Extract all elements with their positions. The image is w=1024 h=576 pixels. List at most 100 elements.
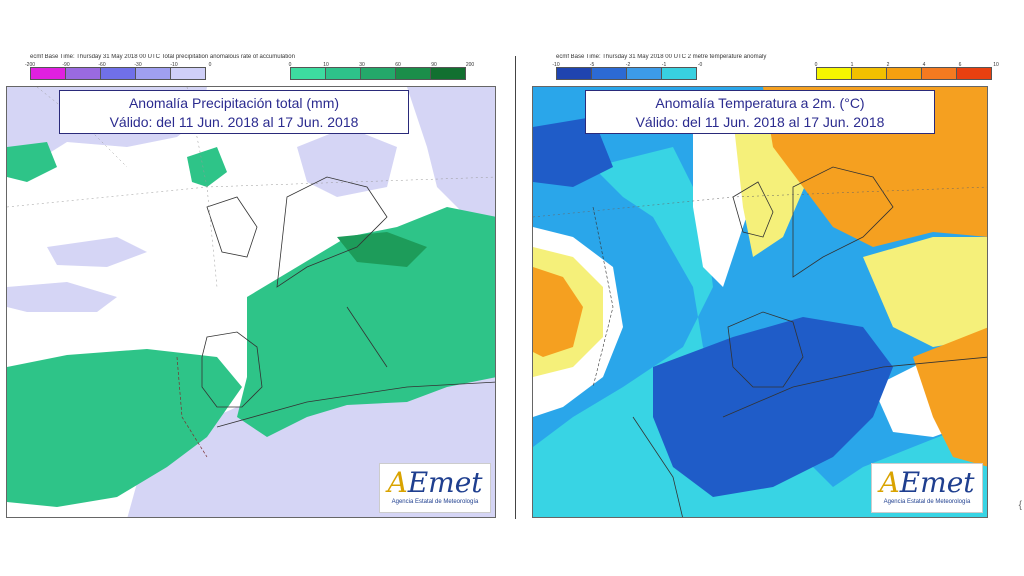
temperature-map-svg	[533, 87, 987, 517]
contour-line	[592, 206, 614, 388]
graticule-line	[7, 176, 495, 208]
tick-label: -0	[697, 62, 703, 68]
tick-label: 1	[850, 62, 854, 68]
temp-positive-colorbar	[816, 67, 992, 80]
tick-label: 0	[208, 62, 212, 68]
coastline-west-africa	[632, 416, 683, 517]
cool-anomaly-area	[533, 147, 987, 517]
precipitation-header: ecmf Base Time: Thursday 31 May 2018 00 …	[30, 54, 295, 60]
coastline-iberia	[201, 331, 263, 408]
coastline-iberia	[727, 311, 804, 388]
aemet-logo: AEmet Agencia Estatal de Meteorología	[871, 463, 983, 513]
contour-line	[176, 356, 208, 458]
colorbar-cell	[395, 67, 431, 80]
tick-label: -10	[170, 62, 178, 68]
precipitation-panel: ecmf Base Time: Thursday 31 May 2018 00 …	[6, 52, 496, 522]
temperature-validity: Válido: del 11 Jun. 2018 al 17 Jun. 2018	[635, 114, 885, 130]
hot-anomaly-area	[533, 267, 583, 357]
colorbar-cell	[851, 67, 887, 80]
negative-anomaly-area	[47, 237, 147, 267]
graticule-line	[36, 87, 128, 168]
tick-label: 6	[958, 62, 962, 68]
tick-label: 90	[431, 62, 437, 68]
negative-anomaly-area	[7, 282, 117, 312]
tick-label: -1	[661, 62, 667, 68]
temp-pos-ticks: 0 1 2 4 6 10	[814, 62, 999, 68]
colorbar-cell	[591, 67, 627, 80]
temperature-map: Anomalía Temperatura a 2m. (°C) Válido: …	[532, 86, 988, 518]
colorbar-cell	[921, 67, 957, 80]
warm-anomaly-area	[863, 237, 987, 347]
corner-mark: {	[1018, 500, 1022, 511]
positive-anomaly-area	[7, 142, 57, 182]
colorbar-cell	[30, 67, 66, 80]
aemet-logo-subtitle: Agencia Estatal de Meteorología	[391, 499, 479, 505]
colorbar-cell	[661, 67, 697, 80]
positive-anomaly-area	[237, 207, 495, 437]
temperature-title-box: Anomalía Temperatura a 2m. (°C) Válido: …	[585, 90, 935, 134]
colorbar-cell	[65, 67, 101, 80]
aemet-logo-mark: AEmet	[879, 466, 975, 499]
colorbar-cell	[886, 67, 922, 80]
precip-negative-colorbar	[30, 67, 206, 80]
tick-label: 30	[359, 62, 365, 68]
colorbar-cell	[325, 67, 361, 80]
tick-label: -30	[134, 62, 142, 68]
colorbar-cell	[100, 67, 136, 80]
positive-anomaly-area	[187, 147, 227, 187]
tick-label: 0	[288, 62, 292, 68]
tick-label: 10	[323, 62, 329, 68]
aemet-logo: AEmet Agencia Estatal de Meteorología	[379, 463, 491, 513]
cold-anomaly-core	[653, 317, 893, 497]
tick-label: -200	[24, 62, 36, 68]
precip-positive-colorbar	[290, 67, 466, 80]
colorbar-cell	[956, 67, 992, 80]
aemet-logo-subtitle: Agencia Estatal de Meteorología	[883, 499, 971, 505]
tick-label: -10	[552, 62, 560, 68]
coastline-africa	[722, 356, 987, 418]
temperature-panel: ecmf Base Time: Thursday 31 May 2018 00 …	[532, 52, 1022, 522]
precipitation-validity: Válido: del 11 Jun. 2018 al 17 Jun. 2018	[109, 114, 359, 130]
coastline-britain	[732, 181, 774, 238]
panel-divider	[515, 56, 516, 519]
precip-neg-ticks: -200 -90 -60 -30 -10 0	[25, 62, 212, 68]
coastline-italy	[346, 306, 388, 368]
colorbar-cell	[135, 67, 171, 80]
temperature-header: ecmf Base Time: Thursday 31 May 2018 00 …	[556, 54, 767, 60]
colorbar-cell	[430, 67, 466, 80]
precipitation-title-box: Anomalía Precipitación total (mm) Válido…	[59, 90, 409, 134]
precipitation-map-svg	[7, 87, 495, 517]
tick-label: 200	[465, 62, 475, 68]
colorbar-cell	[290, 67, 326, 80]
precipitation-title: Anomalía Precipitación total (mm)	[128, 95, 340, 111]
temp-negative-colorbar	[556, 67, 697, 80]
colorbar-cell	[360, 67, 396, 80]
tick-label: 2	[886, 62, 890, 68]
coastline-britain	[206, 196, 258, 258]
tick-label: -60	[98, 62, 106, 68]
colorbar-cell	[170, 67, 206, 80]
coastline-africa	[216, 381, 495, 428]
positive-anomaly-core	[337, 232, 427, 267]
graticule-line	[533, 186, 987, 218]
tick-label: -90	[62, 62, 70, 68]
aemet-logo-mark: AEmet	[387, 466, 483, 499]
temp-neg-ticks: -10 -5 -2 -1 -0	[552, 62, 703, 68]
positive-anomaly-area	[7, 349, 242, 507]
tick-label: -5	[589, 62, 595, 68]
tick-label: 4	[922, 62, 926, 68]
tick-label: -2	[625, 62, 631, 68]
precip-pos-ticks: 0 10 30 60 90 200	[288, 62, 475, 68]
colorbar-cell	[556, 67, 592, 80]
coastline-europe	[792, 166, 894, 278]
tick-label: 60	[395, 62, 401, 68]
temperature-title: Anomalía Temperatura a 2m. (°C)	[655, 95, 865, 111]
colorbar-cell	[626, 67, 662, 80]
coastline-europe	[276, 176, 388, 288]
colorbar-cell	[816, 67, 852, 80]
precipitation-map: Anomalía Precipitación total (mm) Válido…	[6, 86, 496, 518]
cold-anomaly-core	[533, 117, 613, 187]
negative-anomaly-area	[407, 87, 495, 227]
tick-label: 10	[993, 62, 999, 68]
tick-label: 0	[814, 62, 818, 68]
